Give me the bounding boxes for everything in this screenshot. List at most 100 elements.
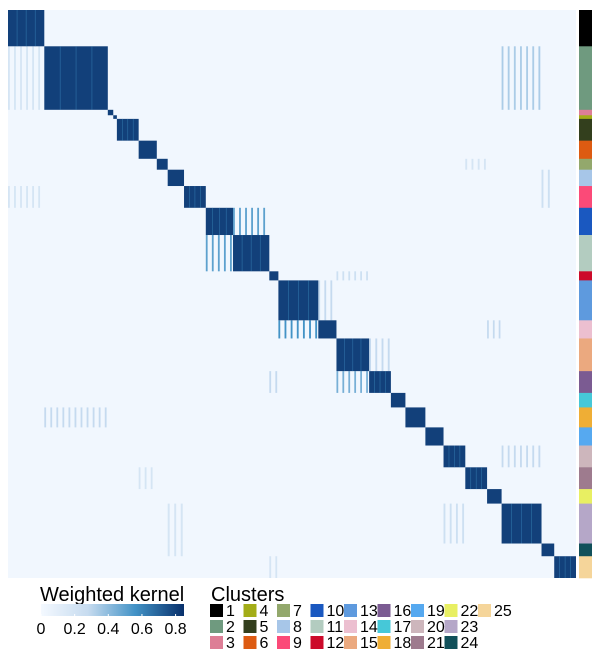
heatmap-cell — [74, 407, 77, 428]
cluster-swatch — [344, 636, 357, 649]
heatmap-cell — [538, 46, 541, 110]
cluster-swatch — [444, 636, 458, 649]
colorbar-tick-label: 0.8 — [164, 621, 186, 638]
cluster-key-2: 2 — [210, 619, 235, 636]
heatmap-cell — [520, 445, 522, 468]
heatmap-cell — [526, 445, 529, 468]
heatmap-cell — [296, 320, 299, 339]
heatmap-cell — [366, 371, 368, 393]
heatmap-cell — [547, 169, 550, 187]
heatmap-cluster-block — [138, 140, 157, 159]
heatmap-link-block — [465, 158, 486, 170]
heatmap-cell — [507, 46, 510, 110]
heatmap-cell — [487, 320, 489, 339]
heatmap-cell — [315, 320, 318, 339]
heatmap-cell — [513, 445, 516, 468]
heatmap-cell — [44, 407, 47, 428]
heatmap-cell — [541, 186, 544, 208]
heatmap-cell — [174, 503, 177, 544]
heatmap-cell — [354, 371, 357, 393]
cluster-bar-segment-5 — [579, 118, 592, 141]
cluster-label: 2 — [226, 619, 235, 636]
heatmap-cell — [541, 169, 544, 187]
cluster-label: 10 — [327, 603, 345, 620]
cluster-legend: Clusters 1234567891011121314151617181920… — [210, 584, 512, 652]
heatmap-cell — [275, 556, 278, 578]
heatmap-cluster-block — [541, 543, 555, 557]
heatmap-cluster-block — [156, 158, 168, 170]
heatmap-cell — [290, 320, 293, 339]
heatmap-cell — [104, 407, 107, 428]
cluster-key-7: 7 — [277, 603, 302, 620]
cluster-swatch — [243, 620, 257, 633]
cluster-key-1: 1 — [210, 603, 235, 620]
cluster-bar-segment-2 — [579, 46, 592, 111]
cluster-key-21: 21 — [411, 635, 445, 652]
heatmap-cell — [526, 46, 529, 110]
cluster-label: 15 — [360, 635, 378, 652]
cluster-bar-segment-17 — [579, 392, 592, 408]
heatmap-cluster-block — [167, 169, 185, 187]
heatmap-cell — [547, 186, 550, 208]
cluster-label: 3 — [226, 635, 235, 652]
heatmap-cell — [302, 320, 305, 339]
heatmap-cell — [80, 407, 83, 428]
heatmap-cell — [354, 271, 357, 281]
heatmap-cell — [62, 407, 65, 428]
cluster-swatch — [377, 604, 391, 617]
heatmap-cell — [324, 280, 327, 321]
heatmap-cell — [150, 467, 153, 490]
heatmap-cell — [257, 207, 260, 236]
cluster-swatch — [377, 636, 391, 649]
cluster-label: 14 — [360, 619, 378, 636]
cluster-bar-segment-19 — [579, 427, 592, 446]
heatmap-cell — [443, 503, 446, 544]
heatmap-cell — [98, 407, 101, 428]
heatmap-cell — [369, 338, 371, 372]
heatmap-cell — [217, 235, 220, 272]
cluster-label: 4 — [260, 603, 269, 620]
cluster-swatch — [377, 620, 391, 633]
cluster-swatch — [444, 620, 458, 633]
heatmap-cell — [174, 543, 177, 557]
cluster-swatch — [411, 636, 424, 649]
cluster-bar-segment-13 — [579, 280, 592, 321]
cluster-bar-segment-9 — [579, 186, 592, 209]
heatmap-cell — [144, 467, 147, 490]
cluster-label: 19 — [427, 603, 445, 620]
heatmap-cell — [532, 445, 535, 468]
heatmap-cell — [538, 445, 541, 468]
heatmap-cell — [309, 320, 311, 339]
cluster-bar-segment-4 — [579, 115, 592, 120]
colorbar-tick-label: 0.4 — [97, 621, 119, 638]
cluster-label: 22 — [461, 603, 479, 620]
heatmap-cell — [138, 467, 141, 490]
cluster-label: 12 — [327, 635, 345, 652]
heatmap-cluster-block — [318, 320, 337, 339]
heatmap-cell — [532, 46, 535, 110]
heatmap-cell — [223, 235, 226, 272]
cluster-key-6: 6 — [243, 635, 269, 652]
cluster-key-23: 23 — [444, 619, 478, 636]
cluster-swatch — [277, 604, 290, 617]
heatmap-cluster-block — [425, 427, 444, 446]
cluster-key-24: 24 — [444, 635, 478, 652]
heatmap-cell — [14, 46, 16, 110]
heatmap-link-block — [318, 280, 333, 321]
heatmap-link-block — [541, 169, 550, 187]
heatmap-cell — [278, 320, 281, 339]
cluster-key-17: 17 — [377, 619, 411, 636]
cluster-label: 8 — [293, 619, 302, 636]
kernel-heatmap — [8, 10, 576, 578]
cluster-label: 7 — [293, 603, 302, 620]
heatmap-link-block — [501, 46, 541, 110]
heatmap-cell — [471, 158, 474, 170]
cluster-bar-segment-3 — [579, 109, 592, 116]
cluster-swatch — [210, 604, 223, 617]
heatmap-cell — [211, 235, 214, 272]
heatmap-cell — [275, 371, 278, 393]
heatmap-cluster-block — [487, 489, 502, 504]
heatmap-cell — [20, 186, 22, 208]
heatmap-cell — [269, 556, 272, 578]
